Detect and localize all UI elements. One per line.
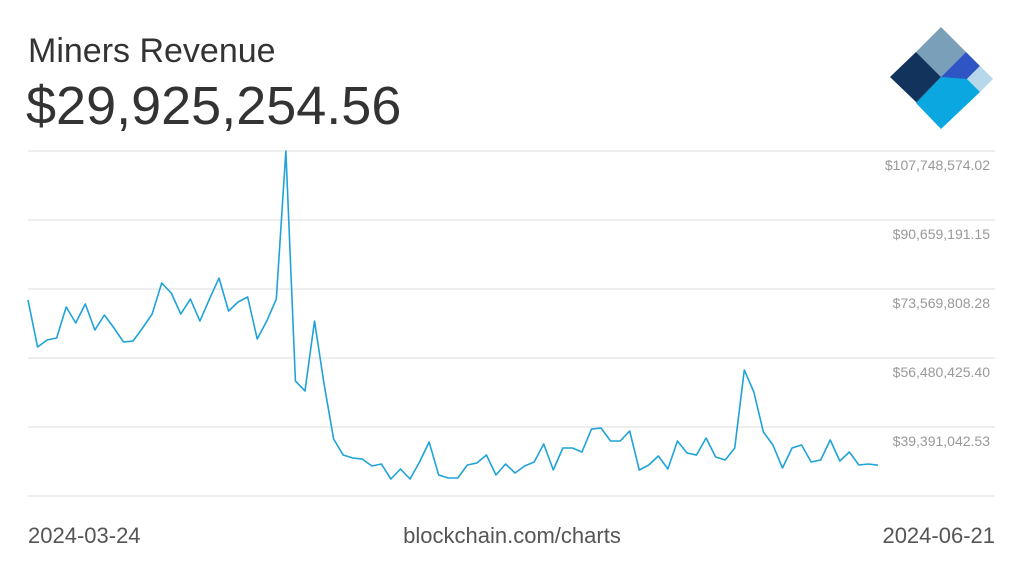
logo — [890, 27, 993, 129]
y-tick-label: $107,748,574.02 — [885, 157, 990, 173]
logo-piece — [890, 52, 941, 102]
logo-piece — [916, 77, 980, 129]
chart-title: Miners Revenue — [28, 32, 276, 70]
x-start-label: 2024-03-24 — [28, 523, 141, 548]
data-line — [27, 150, 879, 480]
current-value: $29,925,254.56 — [26, 76, 401, 136]
source: blockchain.com/charts — [403, 523, 621, 548]
y-tick-label: $56,480,425.40 — [893, 364, 991, 380]
y-tick-label: $73,569,808.28 — [893, 295, 991, 311]
y-tick-label: $90,659,191.15 — [893, 226, 991, 242]
x-end-label: 2024-06-21 — [882, 523, 995, 548]
y-tick-label: $39,391,042.53 — [893, 433, 991, 449]
